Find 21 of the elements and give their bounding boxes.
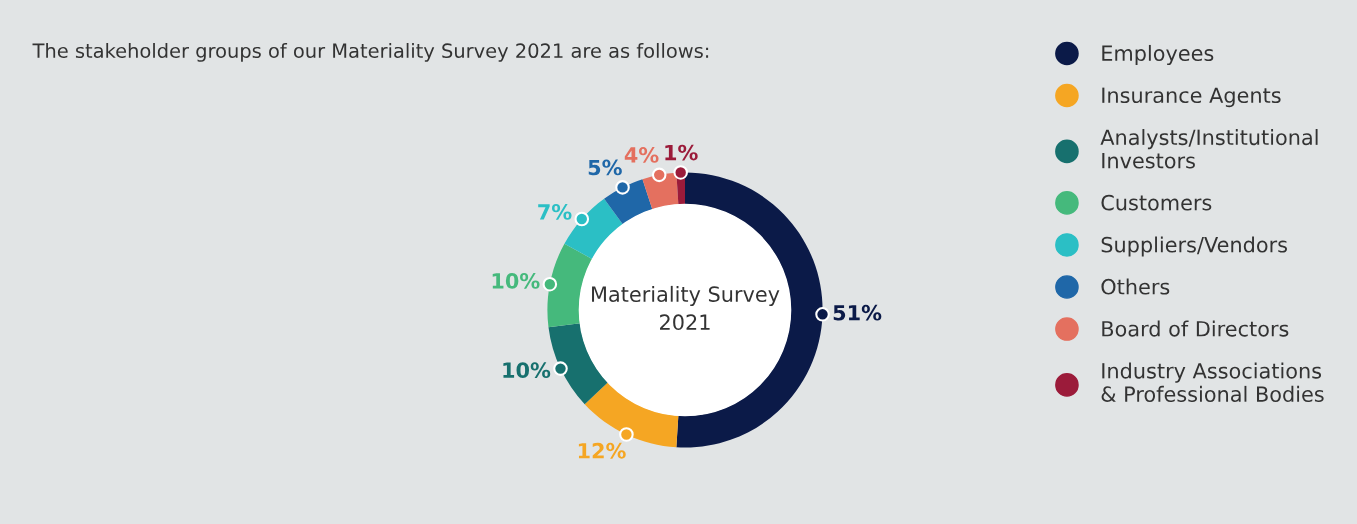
legend-label: Industry Associations & Professional Bodies: [1101, 362, 1324, 402]
data-label: 7%: [538, 204, 572, 220]
legend-label: Customers: [1101, 194, 1212, 211]
legend-label: Analysts/Institutional Investors: [1100, 129, 1318, 169]
donut-slice: [548, 323, 609, 405]
legend-label: Others: [1101, 278, 1170, 295]
donut-slice: [547, 243, 593, 328]
donut-slice: [604, 179, 653, 225]
data-label: 12%: [578, 442, 626, 459]
data-label: 51%: [833, 304, 882, 321]
legend-label: Employees: [1102, 44, 1214, 66]
data-label: 10%: [492, 273, 540, 289]
chart-title: The stakeholder groups of our Materiality Survey 2021 are as follows:: [32, 42, 709, 62]
data-label: 1%: [665, 144, 698, 161]
legend-label: Board of Directors: [1102, 320, 1289, 337]
text: Materiality Survey 2021: [592, 285, 780, 331]
data-label: 4%: [624, 147, 659, 163]
data-label: 5%: [588, 159, 622, 176]
legend-label: Suppliers/Vendors: [1101, 236, 1288, 257]
data-label: 10%: [503, 362, 551, 379]
legend-label: Insurance Agents: [1102, 87, 1281, 108]
